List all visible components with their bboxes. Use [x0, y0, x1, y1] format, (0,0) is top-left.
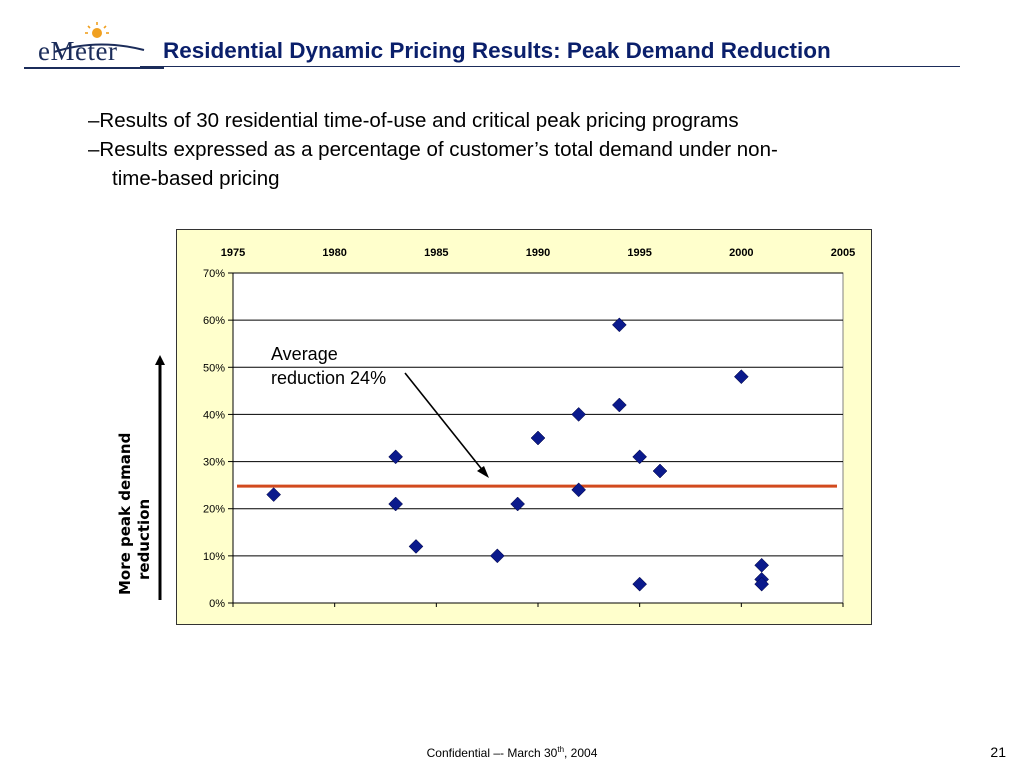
x-tick-label: 2005 — [831, 247, 855, 259]
logo-sun-icon — [53, 22, 145, 53]
chart-annotation: Average reduction 24% — [271, 342, 386, 390]
data-point — [611, 317, 627, 333]
data-point — [571, 407, 587, 422]
page-title: Residential Dynamic Pricing Results: Pea… — [163, 38, 831, 63]
bullet-list: –Results of 30 residential time-of-use a… — [88, 106, 978, 193]
side-label-line1: More peak demand — [116, 432, 134, 595]
data-point — [489, 548, 505, 564]
annotation-arrow — [404, 372, 485, 473]
data-point — [510, 496, 526, 512]
y-tick-label: 20% — [203, 504, 225, 516]
annotation-line1: Average — [271, 344, 338, 364]
footer-prefix: Confidential –- March 30 — [426, 746, 558, 760]
x-tick-label: 1990 — [526, 247, 550, 259]
y-tick-label: 30% — [203, 457, 225, 469]
footer: Confidential –- March 30th, 2004 — [0, 745, 1024, 760]
x-tick-label: 1975 — [221, 247, 245, 259]
logo-text: eMeter — [38, 36, 118, 66]
data-point — [733, 369, 749, 385]
up-arrow-icon — [155, 355, 165, 600]
header-divider — [140, 66, 960, 67]
data-point — [408, 539, 424, 554]
bullet-item: –Results expressed as a percentage of cu… — [88, 138, 778, 161]
logo-rule — [24, 67, 164, 69]
data-point — [266, 487, 282, 502]
data-point — [754, 576, 770, 592]
data-point — [571, 482, 587, 498]
data-point — [388, 449, 404, 465]
data-point — [530, 430, 546, 446]
x-tick-label: 1985 — [424, 247, 448, 259]
scatter-chart: 0% 10% 20% 30% 40% 50% 60% 70% 1975 1980 1985 1990 1… — [203, 247, 855, 610]
x-tick-label: 1995 — [627, 247, 651, 259]
data-point — [632, 449, 648, 465]
footer-superscript: th — [557, 745, 565, 754]
y-tick-label: 40% — [203, 409, 225, 421]
y-tick-label: 10% — [203, 551, 225, 563]
data-point — [652, 463, 668, 479]
bullet-continuation-text: time-based pricing — [112, 167, 280, 190]
bullet-item-continuation: time-based pricing — [88, 164, 978, 193]
chart-frame: 0% 10% 20% 30% 40% 50% 60% 70% 1975 1980 1985 1990 1… — [176, 229, 872, 625]
annotation-arrow-head — [477, 466, 489, 478]
side-axis-label: More peak demand reduction — [112, 395, 158, 605]
x-tick-label: 1980 — [322, 247, 346, 259]
page-number: 21 — [990, 744, 1006, 760]
annotation-line2: reduction 24% — [271, 368, 387, 388]
y-tick-label: 60% — [203, 315, 225, 327]
side-label-line2: reduction — [135, 498, 153, 580]
data-point — [632, 576, 648, 592]
data-point — [388, 496, 404, 512]
x-tick-label: 2000 — [729, 247, 753, 259]
y-tick-label: 70% — [203, 268, 225, 280]
y-tick-label: 50% — [203, 362, 225, 374]
y-tick-label: 0% — [209, 598, 225, 610]
data-point — [611, 397, 627, 413]
footer-suffix: , 2004 — [564, 746, 598, 760]
emeter-logo: eMeter — [24, 20, 164, 70]
bullet-item: –Results of 30 residential time-of-use a… — [88, 109, 739, 132]
